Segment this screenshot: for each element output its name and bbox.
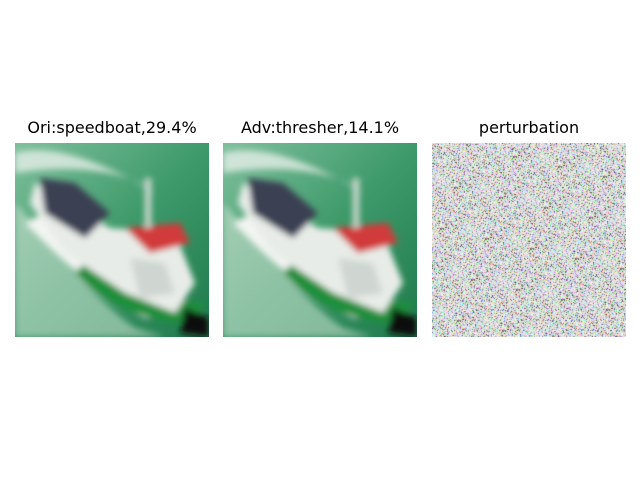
boat-photo [223, 143, 417, 337]
original-image-title: Ori:speedboat,29.4% [27, 118, 197, 137]
adversarial-boat-image [223, 143, 417, 337]
original-boat-image [15, 143, 209, 337]
boat-photo [15, 143, 209, 337]
perturbation-noise-image [432, 143, 626, 337]
perturbation-title: perturbation [478, 118, 580, 137]
adversarial-image-title: Adv:thresher,14.1% [240, 118, 400, 137]
noise-canvas [432, 143, 626, 337]
